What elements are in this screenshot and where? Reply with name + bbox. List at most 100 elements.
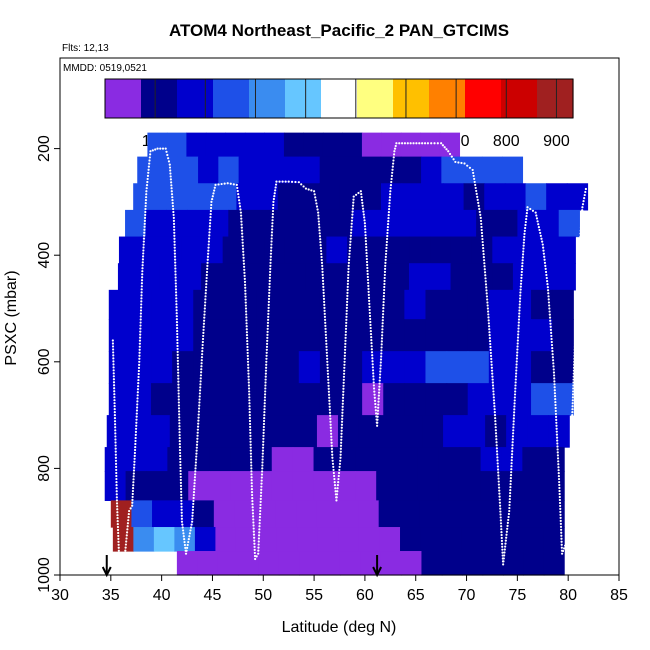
track-point <box>138 342 141 345</box>
track-point <box>143 216 147 219</box>
track-point <box>177 386 180 389</box>
track-point <box>176 362 180 365</box>
track-point <box>246 337 249 340</box>
track-point <box>387 219 390 223</box>
track-point <box>346 288 349 291</box>
track-point <box>386 222 390 226</box>
track-point <box>489 348 492 352</box>
track-point <box>488 331 491 334</box>
track-point <box>113 399 116 402</box>
heatmap-cell <box>434 209 457 238</box>
x-tick-label: 50 <box>254 587 272 604</box>
track-point <box>187 538 190 541</box>
track-point <box>249 452 253 455</box>
track-point <box>384 264 387 267</box>
track-point <box>240 223 243 226</box>
track-point <box>202 325 205 328</box>
track-point <box>193 488 196 491</box>
heatmap-cell <box>253 415 276 448</box>
track-point <box>195 449 198 452</box>
track-point <box>264 387 267 390</box>
track-point <box>525 217 528 221</box>
track-point <box>557 460 560 463</box>
track-point <box>560 546 563 549</box>
track-point <box>249 446 252 449</box>
track-point <box>249 437 252 440</box>
track-point <box>113 420 117 423</box>
track-point <box>144 210 147 214</box>
track-point <box>545 273 548 277</box>
track-point <box>565 526 569 530</box>
track-point <box>508 497 511 501</box>
track-point <box>265 342 269 345</box>
track-point <box>193 479 196 482</box>
track-point <box>570 425 573 429</box>
heatmap-cell <box>383 319 405 352</box>
heatmap-cell <box>248 209 271 238</box>
track-point <box>272 206 275 210</box>
track-point <box>352 198 355 201</box>
track-point <box>201 346 204 350</box>
track-point <box>547 295 550 298</box>
heatmap-cell <box>342 132 363 158</box>
track-point <box>113 408 116 411</box>
track-point <box>302 185 305 188</box>
track-point <box>535 217 539 220</box>
track-point <box>260 488 263 491</box>
track-point <box>207 252 210 255</box>
track-point <box>379 358 383 361</box>
track-point <box>365 251 368 255</box>
track-point <box>205 286 208 289</box>
heatmap-cell <box>463 183 485 211</box>
track-point <box>568 485 571 488</box>
track-point <box>139 312 143 315</box>
track-point <box>569 455 572 458</box>
flights-note: Flts: 12,13 <box>62 43 109 54</box>
heatmap-cell <box>118 236 141 264</box>
track-point <box>364 237 367 240</box>
track-point <box>387 214 390 217</box>
track-point <box>191 520 194 523</box>
track-point <box>196 431 199 434</box>
track-point <box>268 285 271 288</box>
track-point <box>324 324 327 327</box>
track-point <box>173 252 177 255</box>
heatmap-cell <box>441 527 463 552</box>
track-point <box>267 306 270 309</box>
track-point <box>241 241 244 244</box>
track-point <box>574 339 577 342</box>
track-point <box>550 343 554 347</box>
track-point <box>174 276 177 279</box>
heatmap-cell <box>496 209 519 238</box>
track-point <box>258 528 261 531</box>
track-point <box>262 443 265 446</box>
track-point <box>370 351 374 354</box>
track-point <box>368 299 371 302</box>
track-point <box>205 276 208 280</box>
track-point <box>250 464 253 467</box>
track-point <box>346 279 350 282</box>
track-point <box>178 445 182 449</box>
track-point <box>168 163 171 166</box>
track-point <box>198 404 201 407</box>
track-point <box>263 411 266 414</box>
track-point <box>549 322 552 325</box>
track-point <box>471 168 474 172</box>
track-point <box>189 526 193 529</box>
track-point <box>534 211 537 214</box>
track-point <box>583 193 586 197</box>
track-point <box>125 537 128 540</box>
track-point <box>511 441 514 444</box>
track-point <box>247 369 250 372</box>
track-point <box>271 225 274 228</box>
track-point <box>135 418 138 421</box>
track-point <box>562 549 565 553</box>
heatmap-cell <box>256 383 279 416</box>
track-point <box>197 416 200 419</box>
track-point <box>173 246 176 249</box>
track-point <box>245 331 248 334</box>
track-point <box>265 345 269 348</box>
track-point <box>511 435 515 438</box>
track-point <box>264 384 267 387</box>
track-point <box>569 458 572 461</box>
